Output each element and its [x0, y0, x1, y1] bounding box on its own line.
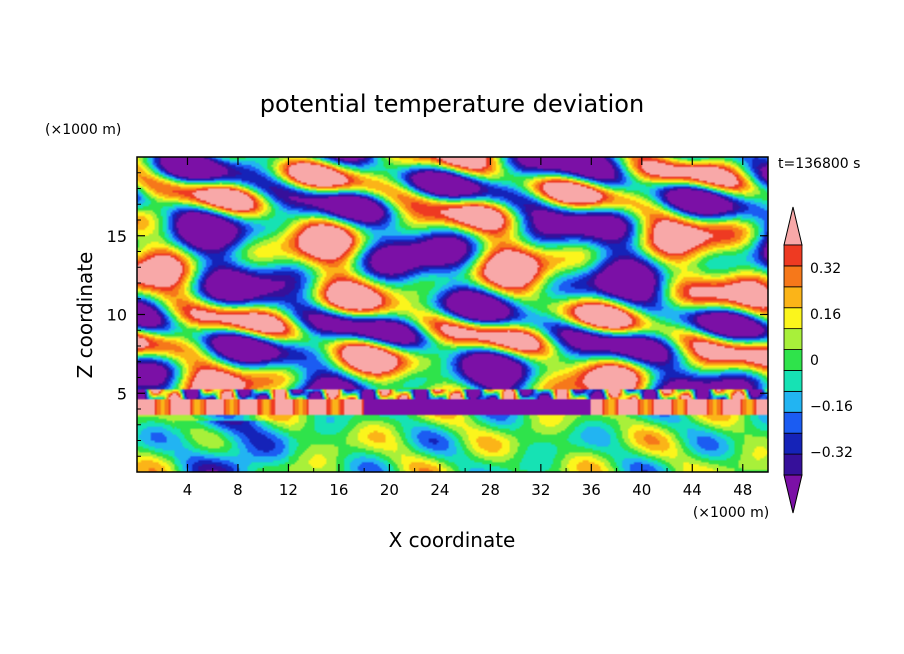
x-tick-label: 20	[380, 481, 399, 499]
colorbar-swatch	[783, 307, 803, 330]
contour-field-image	[137, 157, 768, 472]
colorbar-swatch	[783, 453, 803, 476]
y-axis: 5 10 15	[107, 172, 768, 457]
colorbar-tick-label: −0.32	[810, 445, 853, 461]
x-tick-label: 36	[582, 481, 601, 499]
colorbar-swatch	[783, 265, 803, 288]
x-tick-label: 4	[183, 481, 193, 499]
colorbar-swatch	[783, 286, 803, 309]
colorbar-tick-label: 0.32	[810, 261, 841, 277]
colorbar-extend-bottom	[783, 474, 803, 514]
colorbar-swatch	[783, 328, 803, 350]
x-tick-label: 40	[632, 481, 651, 499]
colorbar-tick-label: −0.16	[810, 399, 853, 415]
colorbar: 0.32 0.16 0 −0.16 −0.32	[783, 206, 853, 514]
chart-title: potential temperature deviation	[260, 90, 644, 118]
x-tick-label: 12	[279, 481, 298, 499]
colorbar-tick-label: 0	[810, 353, 819, 369]
x-tick-label: 24	[430, 481, 449, 499]
x-axis: 4 8 12 16 20 24 28 32 36 40 44 48	[161, 157, 752, 499]
colorbar-swatch	[783, 370, 803, 392]
colorbar-tick-label: 0.16	[810, 307, 841, 323]
y-axis-unit: (×1000 m)	[45, 122, 121, 138]
x-tick-label: 32	[531, 481, 550, 499]
x-axis-unit: (×1000 m)	[693, 505, 769, 521]
time-label: t=136800 s	[778, 156, 860, 172]
x-tick-label: 44	[683, 481, 702, 499]
x-tick-label: 8	[233, 481, 243, 499]
colorbar-swatch	[783, 411, 803, 434]
x-tick-label: 48	[733, 481, 752, 499]
y-tick-label: 10	[107, 306, 127, 325]
colorbar-swatch	[783, 244, 803, 267]
contour-field	[137, 157, 768, 472]
colorbar-swatch	[783, 432, 803, 455]
y-axis-label: Z coordinate	[73, 252, 97, 379]
colorbar-swatch	[783, 390, 803, 413]
y-tick-label: 5	[117, 384, 127, 403]
y-tick-label: 15	[107, 227, 127, 246]
colorbar-swatch	[783, 349, 803, 371]
x-axis-label: X coordinate	[389, 528, 516, 552]
colorbar-extend-top	[783, 206, 803, 246]
x-tick-label: 16	[329, 481, 348, 499]
x-tick-label: 28	[481, 481, 500, 499]
